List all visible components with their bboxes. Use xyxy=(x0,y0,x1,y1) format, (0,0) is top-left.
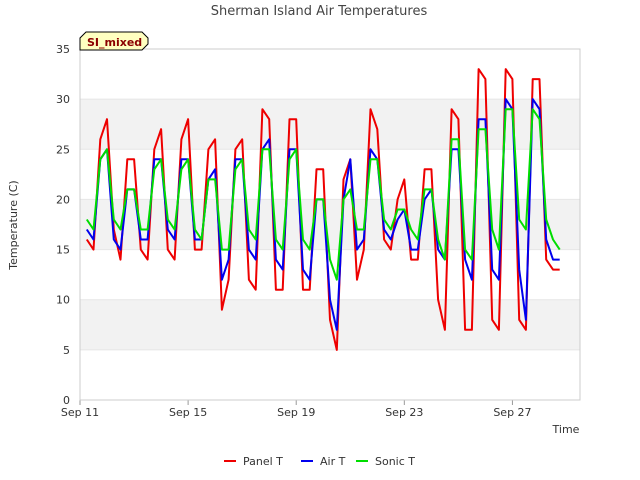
x-tick-label: Sep 15 xyxy=(169,406,207,419)
series-line-sonic-t xyxy=(85,108,561,281)
band-20 xyxy=(80,149,580,200)
x-tick-label: Sep 23 xyxy=(385,406,423,419)
site-badge: SI_mixed xyxy=(79,31,149,51)
series-lines xyxy=(85,68,561,351)
plot-frame xyxy=(79,48,581,401)
legend-label-panel-t: Panel T xyxy=(243,455,283,468)
y-tick-label: 30 xyxy=(56,93,70,106)
y-tick-label: 35 xyxy=(56,43,70,56)
x-axis-label: Time xyxy=(552,423,580,436)
chart-title: Sherman Island Air Temperatures xyxy=(211,4,428,19)
legend: Panel T Air T Sonic T xyxy=(224,455,415,468)
y-tick-label: 20 xyxy=(56,193,70,206)
band-0 xyxy=(80,349,580,400)
x-axis: Sep 11 Sep 15 Sep 19 Sep 23 Sep 27 xyxy=(61,400,532,419)
x-tick-label: Sep 19 xyxy=(277,406,315,419)
legend-label-sonic-t: Sonic T xyxy=(375,455,415,468)
badge-shape xyxy=(79,31,149,51)
y-tick-label: 0 xyxy=(63,394,70,407)
y-axis-label: Temperature (C) xyxy=(7,180,20,270)
x-tick-label: Sep 11 xyxy=(61,406,99,419)
badge-label: SI_mixed xyxy=(87,36,142,49)
band-30 xyxy=(80,49,580,100)
y-axis: 0 5 10 15 20 25 30 35 xyxy=(56,43,70,407)
legend-label-air-t: Air T xyxy=(320,455,346,468)
y-tick-label: 25 xyxy=(56,143,70,156)
band-15 xyxy=(80,199,580,250)
y-tick-label: 15 xyxy=(56,244,70,257)
y-tick-label: 10 xyxy=(56,294,70,307)
y-tick-label: 5 xyxy=(63,344,70,357)
band-25 xyxy=(80,99,580,150)
x-tick-label: Sep 27 xyxy=(493,406,531,419)
